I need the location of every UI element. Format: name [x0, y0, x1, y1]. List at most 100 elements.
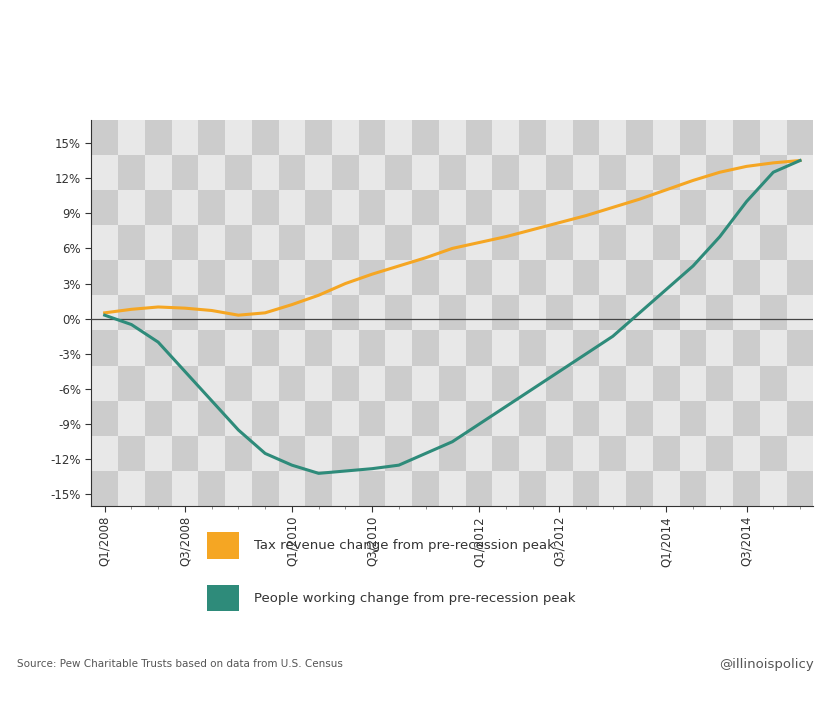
Bar — [706, 401, 733, 436]
Bar — [332, 366, 359, 401]
Bar — [439, 330, 466, 366]
Bar — [144, 260, 172, 295]
Bar — [787, 471, 813, 506]
Bar — [385, 225, 413, 260]
Bar — [439, 436, 466, 471]
Bar — [172, 471, 198, 506]
Bar — [680, 260, 706, 295]
Bar — [305, 436, 332, 471]
Bar — [172, 225, 198, 260]
Bar — [413, 436, 439, 471]
Bar — [359, 401, 385, 436]
Bar — [279, 401, 305, 436]
Bar — [225, 401, 251, 436]
Bar — [520, 190, 546, 225]
Bar — [653, 366, 680, 401]
Bar — [787, 155, 813, 190]
Bar — [172, 436, 198, 471]
Bar — [626, 120, 653, 155]
Bar — [626, 471, 653, 506]
Bar — [118, 330, 144, 366]
Bar — [680, 471, 706, 506]
Bar — [359, 260, 385, 295]
Bar — [680, 295, 706, 330]
Bar — [413, 471, 439, 506]
Bar — [466, 155, 492, 190]
Bar — [198, 295, 225, 330]
Bar — [225, 260, 251, 295]
Bar — [546, 155, 573, 190]
Bar — [172, 401, 198, 436]
Bar — [520, 120, 546, 155]
Bar — [466, 401, 492, 436]
Bar — [492, 401, 520, 436]
Bar — [279, 120, 305, 155]
Bar — [787, 295, 813, 330]
Bar — [413, 401, 439, 436]
Bar — [172, 155, 198, 190]
Bar — [118, 471, 144, 506]
Bar — [546, 295, 573, 330]
Bar — [787, 260, 813, 295]
Bar — [680, 436, 706, 471]
Bar — [332, 401, 359, 436]
Bar — [466, 225, 492, 260]
Bar — [706, 120, 733, 155]
Bar — [760, 436, 787, 471]
Bar — [305, 190, 332, 225]
Bar — [332, 295, 359, 330]
Bar — [144, 366, 172, 401]
Bar — [760, 190, 787, 225]
Bar — [279, 471, 305, 506]
Bar — [520, 366, 546, 401]
Bar — [251, 330, 279, 366]
Bar — [573, 436, 599, 471]
Bar — [599, 330, 626, 366]
Bar — [225, 436, 251, 471]
Bar — [626, 401, 653, 436]
Text: Source: Pew Charitable Trusts based on data from U.S. Census: Source: Pew Charitable Trusts based on d… — [17, 659, 343, 669]
Bar — [144, 190, 172, 225]
Bar — [573, 225, 599, 260]
Bar — [413, 120, 439, 155]
Bar — [172, 295, 198, 330]
Bar — [626, 260, 653, 295]
Bar — [626, 330, 653, 366]
Text: Texas increased the number of people working and a tax-revenue recovery followed: Texas increased the number of people wor… — [0, 26, 830, 46]
Bar — [733, 155, 760, 190]
Bar — [680, 225, 706, 260]
Bar — [787, 225, 813, 260]
Bar — [653, 295, 680, 330]
Bar — [118, 366, 144, 401]
Bar — [225, 295, 251, 330]
Bar — [626, 295, 653, 330]
Bar — [733, 401, 760, 436]
Bar — [546, 330, 573, 366]
Text: People working change from pre-recession peak: People working change from pre-recession… — [254, 591, 575, 605]
Bar — [118, 225, 144, 260]
Bar — [492, 295, 520, 330]
Bar — [733, 330, 760, 366]
Bar — [172, 120, 198, 155]
Bar — [359, 225, 385, 260]
Bar — [279, 190, 305, 225]
Bar — [760, 120, 787, 155]
Bar — [706, 225, 733, 260]
Bar — [305, 401, 332, 436]
Bar — [706, 295, 733, 330]
Bar — [599, 225, 626, 260]
Bar — [466, 330, 492, 366]
Bar — [492, 330, 520, 366]
Bar — [305, 260, 332, 295]
Bar — [118, 436, 144, 471]
Bar — [118, 190, 144, 225]
Bar — [198, 155, 225, 190]
Bar — [332, 155, 359, 190]
Bar — [787, 366, 813, 401]
Bar — [225, 330, 251, 366]
Bar — [144, 436, 172, 471]
Bar — [626, 155, 653, 190]
Bar — [144, 155, 172, 190]
Bar — [439, 401, 466, 436]
Bar — [680, 366, 706, 401]
